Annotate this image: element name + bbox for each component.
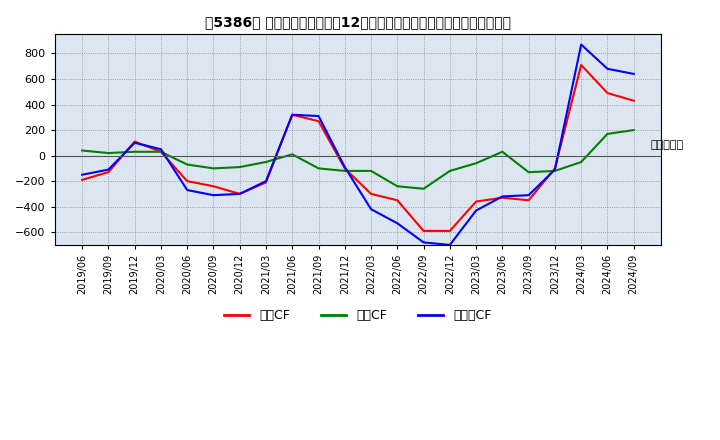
投賄CF	[104, 150, 113, 156]
フリーCF	[104, 167, 113, 172]
営業CF	[78, 177, 86, 183]
フリーCF	[498, 194, 507, 199]
営業CF	[104, 169, 113, 175]
営業CF	[446, 228, 454, 234]
フリーCF	[472, 208, 480, 213]
投賄CF	[629, 128, 638, 133]
投賄CF	[261, 159, 270, 165]
フリーCF	[183, 187, 192, 193]
フリーCF	[603, 66, 612, 71]
投賄CF	[78, 148, 86, 153]
投賄CF	[524, 169, 533, 175]
投賄CF	[472, 161, 480, 166]
フリーCF	[314, 114, 323, 119]
フリーCF	[156, 147, 165, 152]
投賄CF	[314, 166, 323, 171]
営業CF	[629, 98, 638, 103]
営業CF	[261, 180, 270, 185]
営業CF	[288, 112, 297, 117]
Line: 投賄CF: 投賄CF	[82, 130, 634, 189]
投賄CF	[419, 186, 428, 191]
投賄CF	[446, 168, 454, 173]
フリーCF	[393, 220, 402, 226]
フリーCF	[209, 193, 217, 198]
投賄CF	[183, 162, 192, 167]
投賄CF	[577, 159, 585, 165]
フリーCF	[366, 206, 375, 212]
フリーCF	[341, 165, 349, 170]
フリーCF	[288, 112, 297, 117]
営業CF	[472, 199, 480, 204]
営業CF	[498, 195, 507, 200]
営業CF	[551, 166, 559, 171]
営業CF	[130, 139, 139, 144]
営業CF	[209, 183, 217, 189]
フリーCF	[130, 140, 139, 146]
営業CF	[524, 198, 533, 203]
投賄CF	[209, 166, 217, 171]
フリーCF	[577, 42, 585, 47]
営業CF	[393, 198, 402, 203]
営業CF	[235, 191, 244, 197]
投賄CF	[393, 183, 402, 189]
投賄CF	[130, 149, 139, 154]
フリーCF	[235, 191, 244, 197]
営業CF	[183, 179, 192, 184]
営業CF	[577, 62, 585, 68]
投賄CF	[498, 149, 507, 154]
フリーCF	[261, 179, 270, 184]
営業CF	[314, 118, 323, 124]
フリーCF	[524, 193, 533, 198]
Line: フリーCF: フリーCF	[82, 44, 634, 245]
フリーCF	[78, 172, 86, 177]
投賄CF	[288, 152, 297, 157]
Y-axis label: （百万円）: （百万円）	[650, 139, 683, 150]
投賄CF	[235, 165, 244, 170]
投賄CF	[341, 168, 349, 173]
投賄CF	[551, 168, 559, 173]
営業CF	[419, 228, 428, 234]
フリーCF	[551, 167, 559, 172]
Line: 営業CF: 営業CF	[82, 65, 634, 231]
投賄CF	[156, 149, 165, 154]
営業CF	[603, 90, 612, 95]
フリーCF	[446, 242, 454, 248]
フリーCF	[629, 71, 638, 77]
Legend: 営業CF, 投賄CF, フリーCF: 営業CF, 投賄CF, フリーCF	[219, 304, 497, 327]
投賄CF	[366, 168, 375, 173]
投賄CF	[603, 131, 612, 136]
営業CF	[156, 149, 165, 154]
Title: 々5386〆 キャッシュフローの12か月移動合計の対前年同期増減額の推移: 々5386〆 キャッシュフローの12か月移動合計の対前年同期増減額の推移	[205, 15, 511, 29]
営業CF	[366, 191, 375, 197]
営業CF	[341, 166, 349, 171]
フリーCF	[419, 240, 428, 245]
